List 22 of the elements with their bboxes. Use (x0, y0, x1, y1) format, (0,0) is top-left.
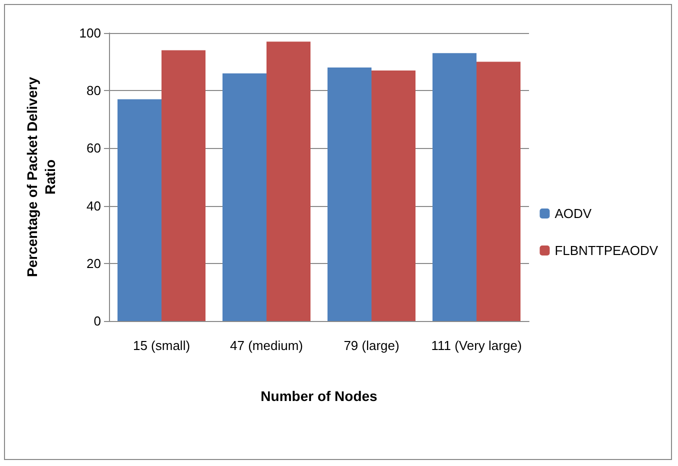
y-tick-label: 0 (94, 314, 101, 328)
x-tick-label: 15 (small) (132, 338, 190, 353)
bar (372, 70, 416, 321)
bar (118, 99, 162, 321)
x-tick-label: 79 (large) (344, 338, 400, 353)
bar (266, 42, 310, 321)
legend-label: FLBNTTPEAODV (554, 243, 658, 258)
y-tick-label: 20 (86, 256, 101, 271)
x-axis-title: Number of Nodes (260, 388, 378, 404)
bar (162, 50, 206, 321)
y-tick-label: 100 (79, 26, 101, 40)
y-tick-label: 80 (86, 83, 101, 98)
x-tick-label: 47 (medium) (230, 338, 303, 353)
bar (476, 62, 520, 321)
x-tick-label: 111 (Very large) (431, 338, 522, 353)
y-tick-label: 60 (86, 140, 101, 156)
bar (222, 73, 266, 321)
legend-label: AODV (554, 206, 592, 221)
bar (432, 53, 476, 321)
y-axis-title: Percentage of Packet Delivery Ratio (24, 76, 58, 277)
y-tick-label: 40 (86, 198, 101, 214)
bar (328, 68, 372, 321)
